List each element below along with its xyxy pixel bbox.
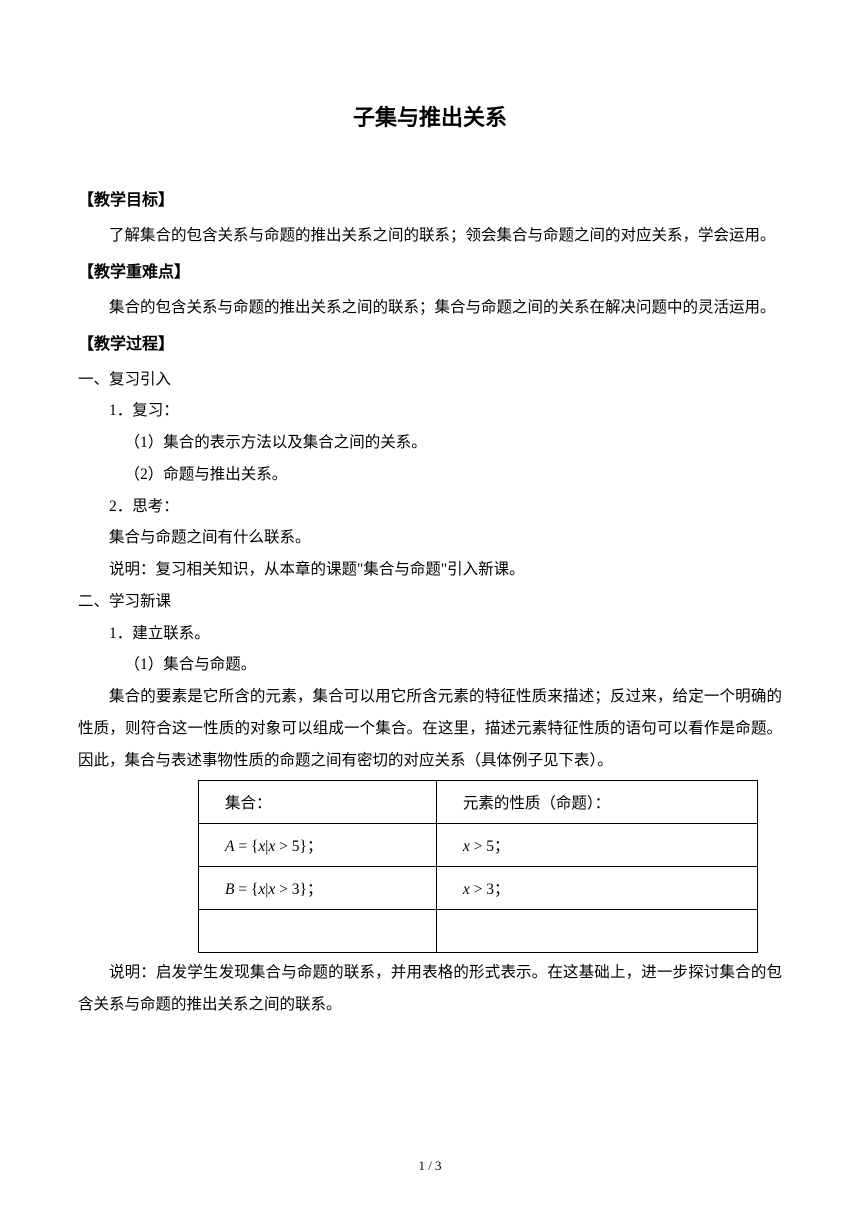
line-set-proposition: （1）集合与命题。 xyxy=(78,649,782,681)
document-title: 子集与推出关系 xyxy=(78,100,782,132)
paragraph-set-concept: 集合的要素是它所含的元素，集合可以用它所含元素的特征性质来描述；反过来，给定一个… xyxy=(78,681,782,776)
table-row: B = {x|x > 3}； x > 3； xyxy=(199,867,758,910)
line-think-content: 集合与命题之间有什么联系。 xyxy=(78,522,782,554)
table-cell-empty1 xyxy=(199,910,437,953)
table-row: A = {x|x > 5}； x > 5； xyxy=(199,824,758,867)
line-review-intro: 一、复习引入 xyxy=(78,364,782,396)
section-header-process: 【教学过程】 xyxy=(78,330,782,354)
table-row: 集合： 元素的性质（命题）： xyxy=(199,781,758,824)
line-establish: 1．建立联系。 xyxy=(78,618,782,650)
table-cell-prop-a: x > 5； xyxy=(436,824,757,867)
set-proposition-table: 集合： 元素的性质（命题）： A = {x|x > 5}； x > 5； B =… xyxy=(198,780,758,953)
line-review: 1．复习： xyxy=(78,395,782,427)
table-cell-set-b: B = {x|x > 3}； xyxy=(199,867,437,910)
paragraph-objectives: 了解集合的包含关系与命题的推出关系之间的联系；领会集合与命题之间的对应关系，学会… xyxy=(78,220,782,252)
table-cell-prop-b: x > 3； xyxy=(436,867,757,910)
line-think: 2．思考： xyxy=(78,491,782,523)
section-header-keypoints: 【教学重难点】 xyxy=(78,258,782,282)
table-cell-set-a: A = {x|x > 5}； xyxy=(199,824,437,867)
line-explain1: 说明：复习相关知识，从本章的课题"集合与命题"引入新课。 xyxy=(78,554,782,586)
line-review-item1: （1）集合的表示方法以及集合之间的关系。 xyxy=(78,427,782,459)
table-row xyxy=(199,910,758,953)
table-header-set: 集合： xyxy=(199,781,437,824)
line-review-item2: （2）命题与推出关系。 xyxy=(78,459,782,491)
paragraph-keypoints: 集合的包含关系与命题的推出关系之间的联系；集合与命题之间的关系在解决问题中的灵活… xyxy=(78,292,782,324)
page-number: 1 / 3 xyxy=(0,1158,860,1174)
table-header-property: 元素的性质（命题）： xyxy=(436,781,757,824)
paragraph-explain2: 说明：启发学生发现集合与命题的联系，并用表格的形式表示。在这基础上，进一步探讨集… xyxy=(78,957,782,1021)
line-newlesson: 二、学习新课 xyxy=(78,586,782,618)
table-cell-empty2 xyxy=(436,910,757,953)
section-header-objectives: 【教学目标】 xyxy=(78,186,782,210)
